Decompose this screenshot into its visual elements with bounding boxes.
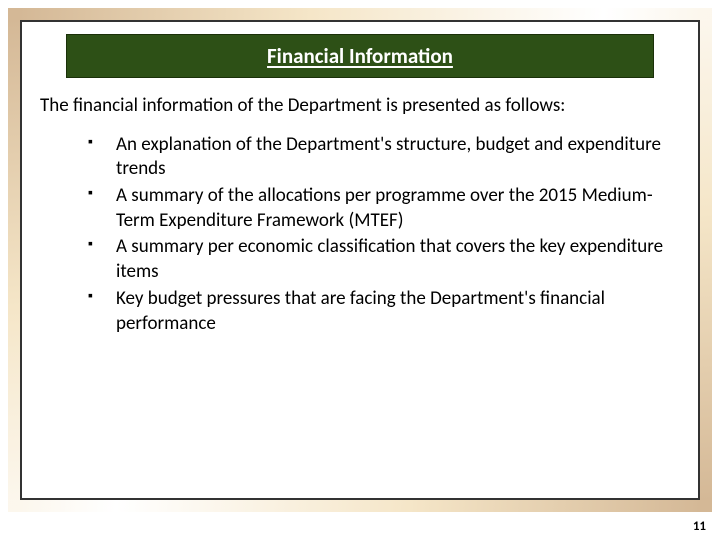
list-item: A summary of the allocations per program… — [88, 184, 680, 233]
title-box: Financial Information — [66, 34, 655, 78]
bullet-list: An explanation of the Department's struc… — [40, 133, 680, 337]
list-item: A summary per economic classification th… — [88, 235, 680, 284]
page-number: 11 — [693, 519, 706, 534]
list-item: Key budget pressures that are facing the… — [88, 287, 680, 336]
slide-content: Financial Information The financial info… — [20, 20, 700, 500]
slide-title: Financial Information — [267, 43, 453, 69]
slide-frame: Financial Information The financial info… — [8, 8, 712, 512]
intro-paragraph: The financial information of the Departm… — [40, 94, 680, 119]
list-item: An explanation of the Department's struc… — [88, 133, 680, 182]
